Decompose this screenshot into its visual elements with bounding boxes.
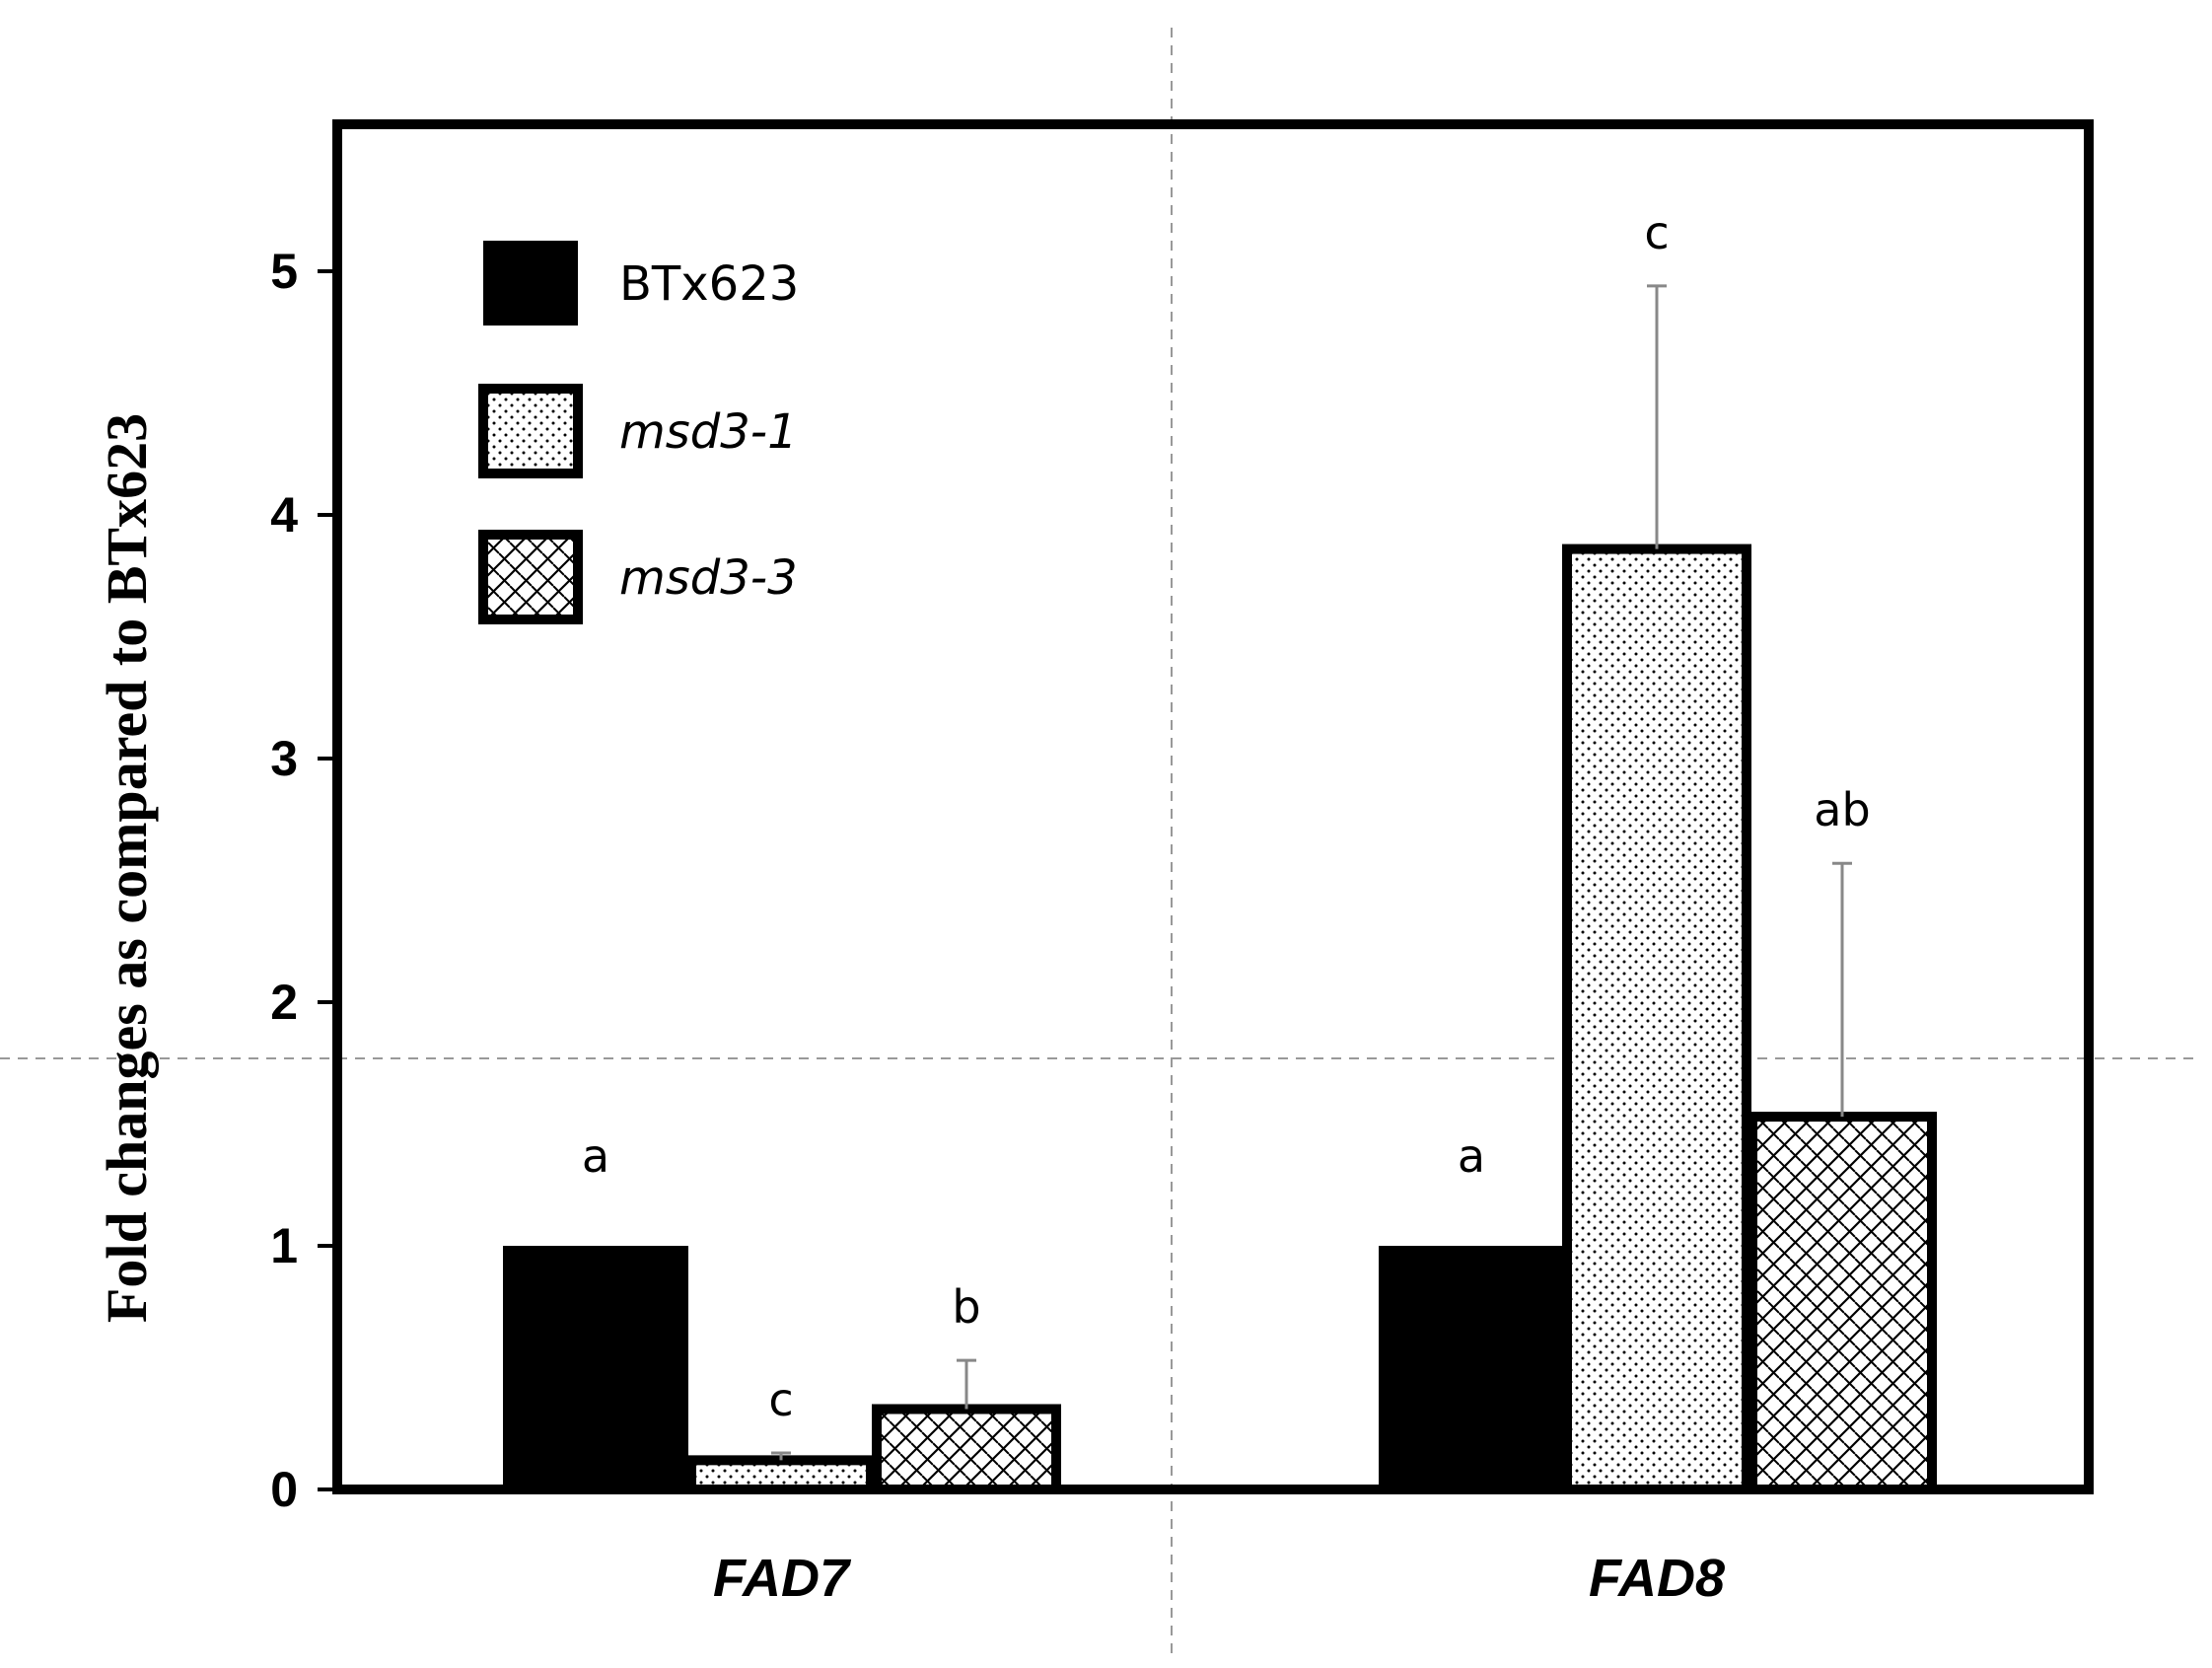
significance-label: ab bbox=[1814, 783, 1870, 836]
bars bbox=[503, 544, 1937, 1494]
y-tick-label: 5 bbox=[270, 244, 298, 299]
y-tick-label: 3 bbox=[270, 731, 298, 786]
legend-label-msd3-1: msd3-1 bbox=[619, 404, 798, 460]
y-tick-label: 1 bbox=[270, 1218, 298, 1273]
legend-swatch-msd3-1 bbox=[478, 384, 583, 478]
y-tick-label: 0 bbox=[270, 1462, 298, 1517]
y-tick-label: 4 bbox=[270, 487, 298, 543]
bar-fad7-msd3-3 bbox=[872, 1404, 1061, 1494]
y-axis-label: Fold changes as compared to BTx623 bbox=[95, 413, 159, 1323]
significance-labels: a c b a c ab bbox=[582, 206, 1871, 1426]
error-bars bbox=[771, 284, 1852, 1461]
axes: FAD7 FAD8 0 1 2 3 4 5 bbox=[270, 244, 2089, 1608]
bar-fad7-msd3-1 bbox=[686, 1455, 876, 1494]
legend-label-msd3-3: msd3-3 bbox=[619, 550, 798, 606]
significance-label: a bbox=[582, 1129, 609, 1183]
significance-label: c bbox=[1644, 206, 1669, 259]
significance-label: c bbox=[768, 1373, 793, 1426]
bar-fad8-msd3-1 bbox=[1562, 544, 1751, 1494]
bar-fad8-msd3-3 bbox=[1748, 1112, 1937, 1494]
bar-fad8-btx623 bbox=[1379, 1246, 1564, 1489]
category-label-fad8: FAD8 bbox=[1589, 1549, 1725, 1608]
legend-label-btx623: BTx623 bbox=[619, 256, 799, 312]
category-label-fad7: FAD7 bbox=[713, 1549, 852, 1608]
legend-swatch-msd3-3 bbox=[478, 530, 583, 624]
legend-swatch-btx623 bbox=[483, 241, 578, 326]
significance-label: b bbox=[952, 1280, 980, 1334]
significance-label: a bbox=[1458, 1129, 1485, 1183]
y-tick-label: 2 bbox=[270, 975, 298, 1030]
guide-lines bbox=[0, 28, 2199, 1657]
bar-fad7-btx623 bbox=[503, 1246, 688, 1489]
legend: BTx623 msd3-1 msd3-3 bbox=[478, 241, 799, 624]
